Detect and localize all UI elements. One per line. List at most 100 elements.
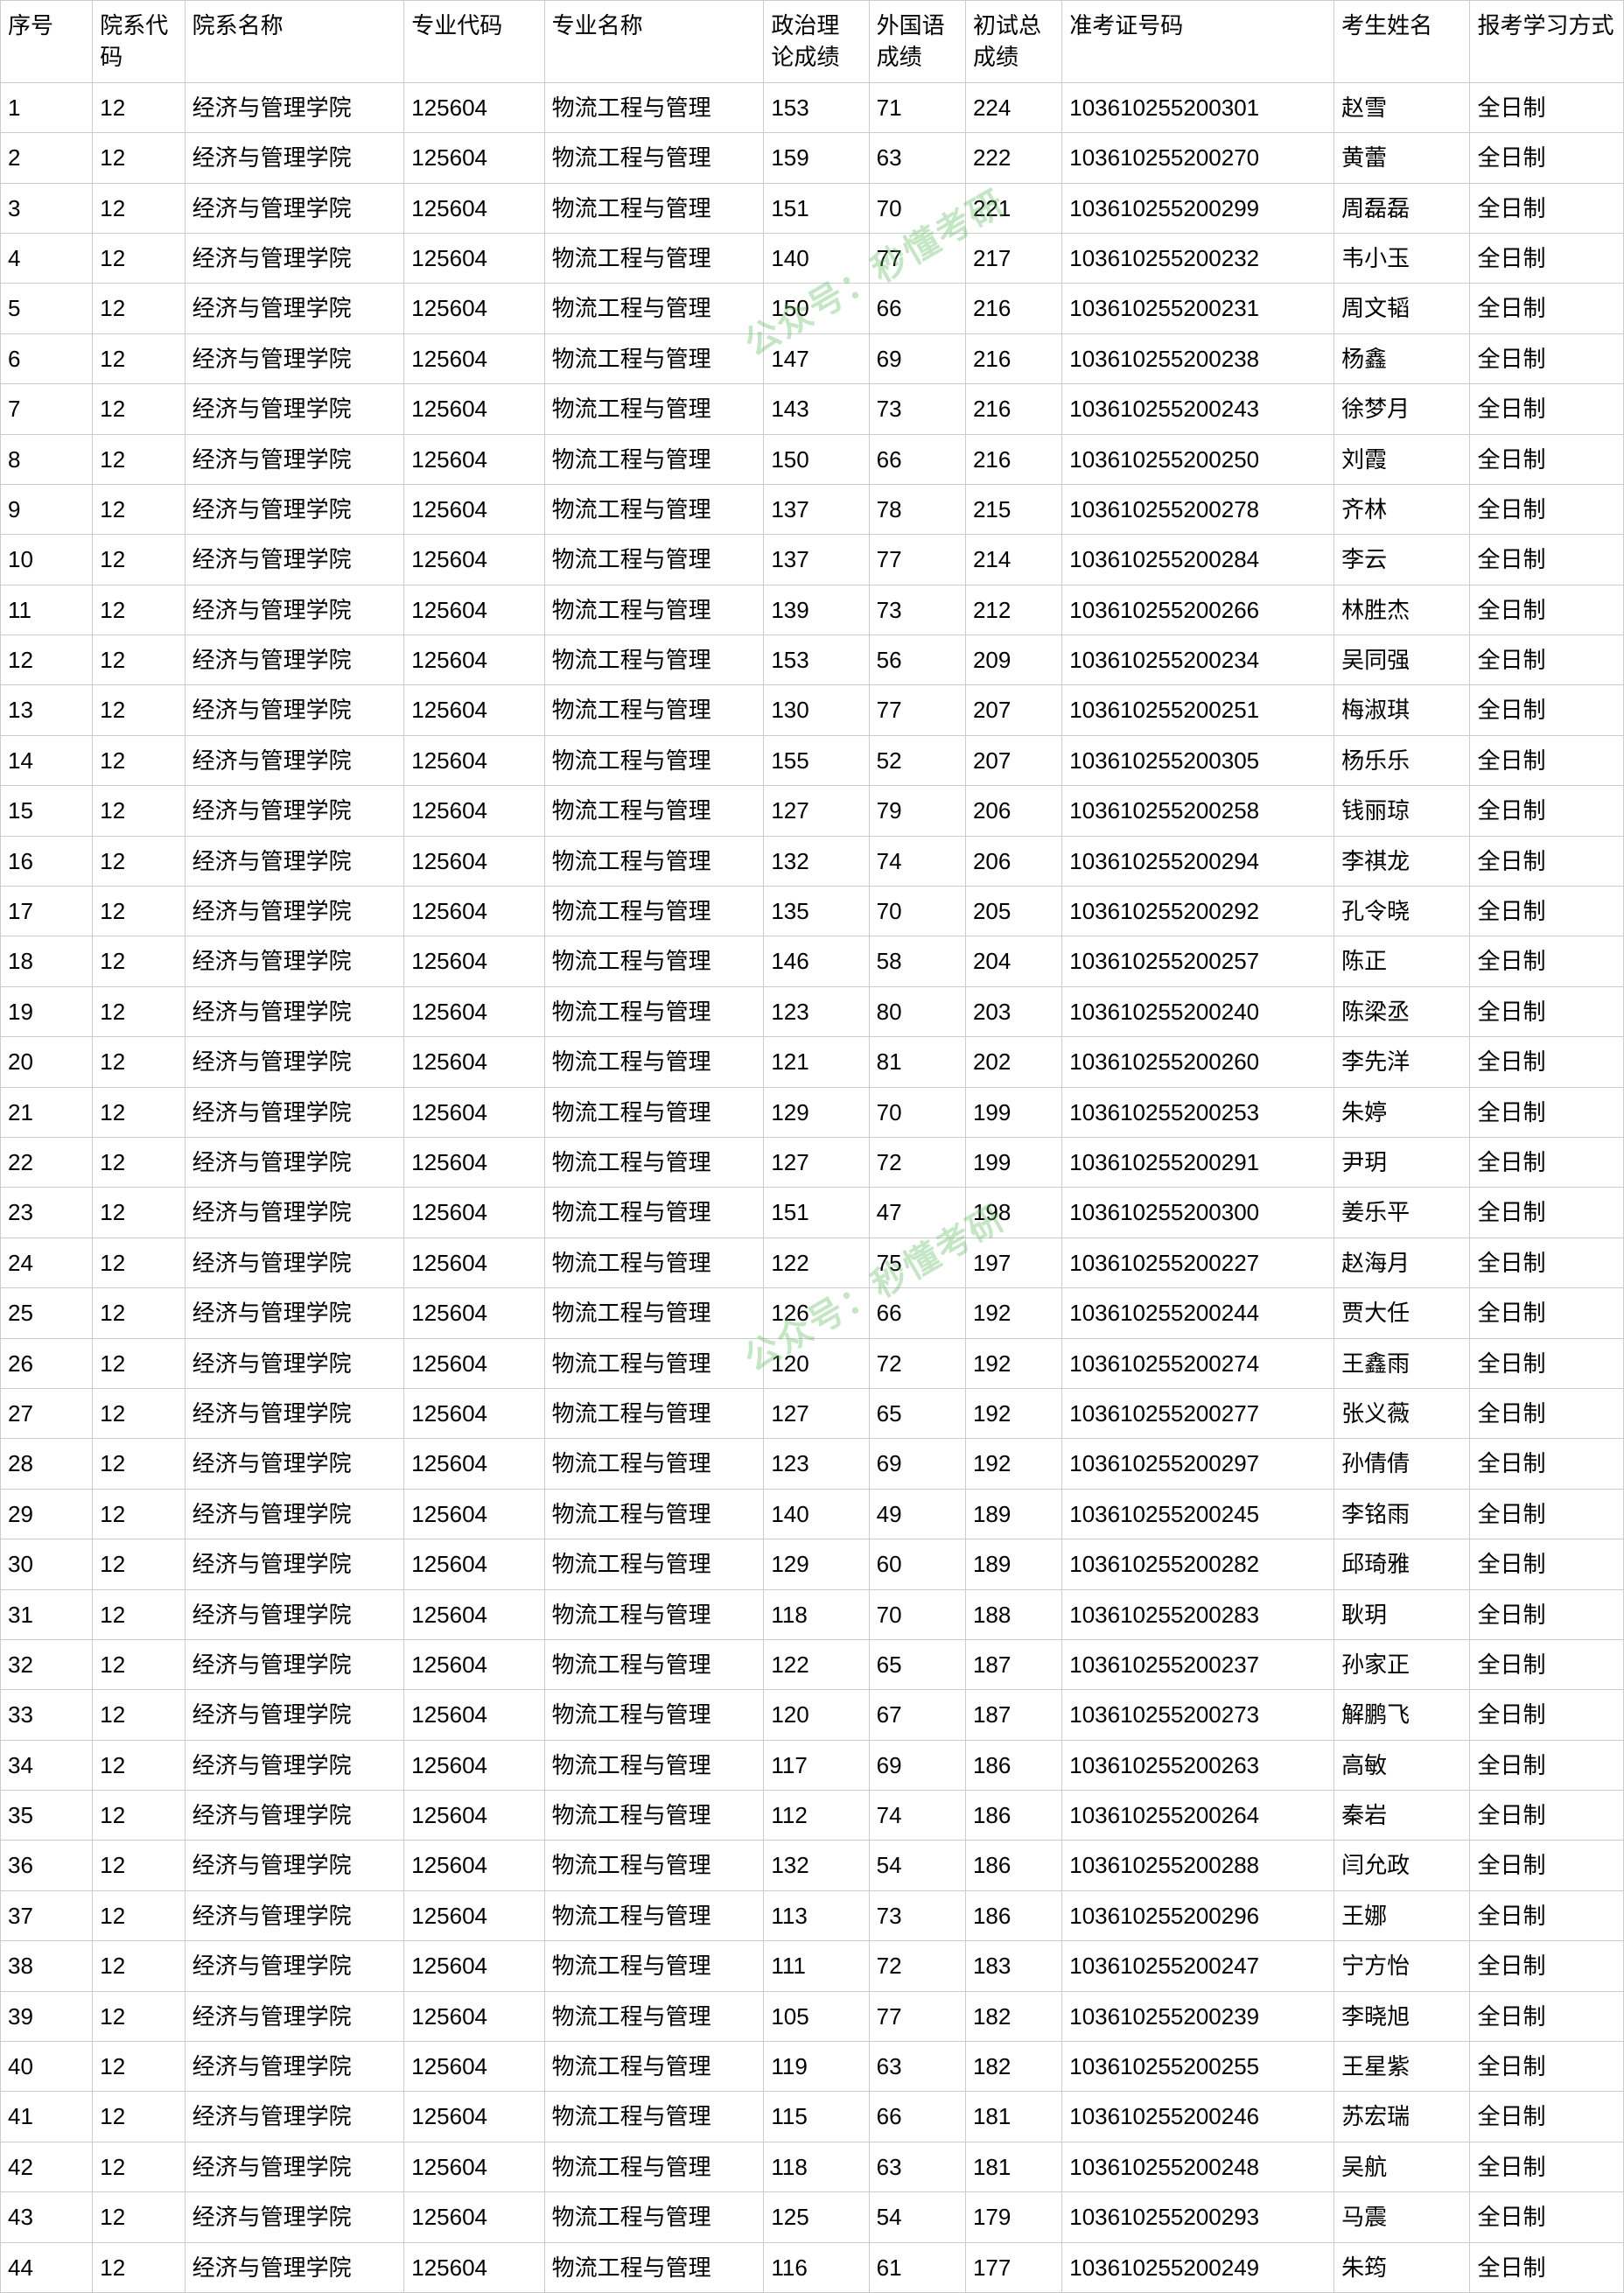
cell-foreign: 77 bbox=[869, 685, 965, 735]
cell-exam_id: 103610255200297 bbox=[1062, 1439, 1334, 1489]
cell-major_code: 125604 bbox=[404, 1338, 544, 1388]
cell-politics: 140 bbox=[764, 1489, 869, 1539]
cell-major_code: 125604 bbox=[404, 133, 544, 183]
cell-major_name: 物流工程与管理 bbox=[544, 2092, 764, 2142]
table-header-row: 序号院系代码院系名称专业代码专业名称政治理论成绩外国语成绩初试总成绩准考证号码考… bbox=[1, 1, 1624, 83]
cell-exam_id: 103610255200278 bbox=[1062, 484, 1334, 534]
cell-major_name: 物流工程与管理 bbox=[544, 284, 764, 333]
cell-name: 吴同强 bbox=[1334, 635, 1470, 685]
table-row: 2212经济与管理学院125604物流工程与管理1277219910361025… bbox=[1, 1137, 1624, 1187]
cell-major_name: 物流工程与管理 bbox=[544, 1890, 764, 1940]
cell-mode: 全日制 bbox=[1470, 1439, 1624, 1489]
cell-foreign: 74 bbox=[869, 1791, 965, 1841]
cell-politics: 121 bbox=[764, 1037, 869, 1087]
table-row: 1412经济与管理学院125604物流工程与管理1555220710361025… bbox=[1, 735, 1624, 785]
cell-dept_name: 经济与管理学院 bbox=[185, 735, 404, 785]
cell-major_code: 125604 bbox=[404, 2192, 544, 2242]
cell-seq: 8 bbox=[1, 434, 93, 484]
cell-dept_name: 经济与管理学院 bbox=[185, 1841, 404, 1890]
cell-politics: 135 bbox=[764, 887, 869, 936]
cell-seq: 36 bbox=[1, 1841, 93, 1890]
cell-mode: 全日制 bbox=[1470, 2192, 1624, 2242]
table-row: 1012经济与管理学院125604物流工程与管理1377721410361025… bbox=[1, 535, 1624, 585]
cell-name: 李铭雨 bbox=[1334, 1489, 1470, 1539]
cell-prelim: 222 bbox=[965, 133, 1061, 183]
cell-mode: 全日制 bbox=[1470, 1639, 1624, 1689]
table-row: 3012经济与管理学院125604物流工程与管理1296018910361025… bbox=[1, 1539, 1624, 1589]
table-row: 3212经济与管理学院125604物流工程与管理1226518710361025… bbox=[1, 1639, 1624, 1689]
cell-exam_id: 103610255200253 bbox=[1062, 1087, 1334, 1137]
cell-major_code: 125604 bbox=[404, 786, 544, 836]
cell-dept_code: 12 bbox=[93, 434, 185, 484]
cell-politics: 153 bbox=[764, 82, 869, 132]
cell-dept_code: 12 bbox=[93, 1037, 185, 1087]
cell-major_name: 物流工程与管理 bbox=[544, 384, 764, 434]
cell-major_code: 125604 bbox=[404, 1087, 544, 1137]
cell-exam_id: 103610255200234 bbox=[1062, 635, 1334, 685]
cell-exam_id: 103610255200288 bbox=[1062, 1841, 1334, 1890]
cell-mode: 全日制 bbox=[1470, 2242, 1624, 2292]
cell-mode: 全日制 bbox=[1470, 1941, 1624, 1991]
cell-exam_id: 103610255200251 bbox=[1062, 685, 1334, 735]
col-header-major_name: 专业名称 bbox=[544, 1, 764, 83]
col-header-prelim: 初试总成绩 bbox=[965, 1, 1061, 83]
cell-foreign: 70 bbox=[869, 887, 965, 936]
table-row: 112经济与管理学院125604物流工程与管理15371224103610255… bbox=[1, 82, 1624, 132]
cell-seq: 19 bbox=[1, 986, 93, 1036]
cell-politics: 150 bbox=[764, 434, 869, 484]
cell-foreign: 70 bbox=[869, 183, 965, 233]
cell-exam_id: 103610255200283 bbox=[1062, 1589, 1334, 1639]
cell-major_code: 125604 bbox=[404, 1539, 544, 1589]
cell-seq: 15 bbox=[1, 786, 93, 836]
cell-major_code: 125604 bbox=[404, 434, 544, 484]
cell-name: 闫允政 bbox=[1334, 1841, 1470, 1890]
cell-prelim: 197 bbox=[965, 1238, 1061, 1287]
cell-name: 高敏 bbox=[1334, 1740, 1470, 1790]
cell-dept_code: 12 bbox=[93, 1137, 185, 1187]
cell-name: 陈正 bbox=[1334, 936, 1470, 986]
cell-foreign: 70 bbox=[869, 1087, 965, 1137]
cell-prelim: 212 bbox=[965, 585, 1061, 635]
cell-major_name: 物流工程与管理 bbox=[544, 2142, 764, 2191]
cell-politics: 113 bbox=[764, 1890, 869, 1940]
cell-mode: 全日制 bbox=[1470, 1841, 1624, 1890]
cell-mode: 全日制 bbox=[1470, 1338, 1624, 1388]
cell-prelim: 216 bbox=[965, 284, 1061, 333]
cell-exam_id: 103610255200244 bbox=[1062, 1288, 1334, 1338]
cell-dept_code: 12 bbox=[93, 2092, 185, 2142]
cell-name: 尹玥 bbox=[1334, 1137, 1470, 1187]
table-row: 1312经济与管理学院125604物流工程与管理1307720710361025… bbox=[1, 685, 1624, 735]
table-row: 712经济与管理学院125604物流工程与管理14373216103610255… bbox=[1, 384, 1624, 434]
cell-foreign: 77 bbox=[869, 1991, 965, 2041]
cell-major_name: 物流工程与管理 bbox=[544, 1087, 764, 1137]
cell-seq: 11 bbox=[1, 585, 93, 635]
cell-politics: 126 bbox=[764, 1288, 869, 1338]
cell-mode: 全日制 bbox=[1470, 735, 1624, 785]
cell-prelim: 209 bbox=[965, 635, 1061, 685]
cell-major_code: 125604 bbox=[404, 735, 544, 785]
cell-exam_id: 103610255200232 bbox=[1062, 233, 1334, 283]
table-row: 2512经济与管理学院125604物流工程与管理1266619210361025… bbox=[1, 1288, 1624, 1338]
cell-major_code: 125604 bbox=[404, 1238, 544, 1287]
cell-politics: 115 bbox=[764, 2092, 869, 2142]
cell-name: 孙家正 bbox=[1334, 1639, 1470, 1689]
cell-major_name: 物流工程与管理 bbox=[544, 1338, 764, 1388]
cell-major_code: 125604 bbox=[404, 284, 544, 333]
cell-mode: 全日制 bbox=[1470, 585, 1624, 635]
cell-dept_name: 经济与管理学院 bbox=[185, 1288, 404, 1338]
cell-major_code: 125604 bbox=[404, 1388, 544, 1438]
cell-dept_code: 12 bbox=[93, 183, 185, 233]
table-row: 1512经济与管理学院125604物流工程与管理1277920610361025… bbox=[1, 786, 1624, 836]
cell-politics: 116 bbox=[764, 2242, 869, 2292]
cell-exam_id: 103610255200264 bbox=[1062, 1791, 1334, 1841]
cell-name: 徐梦月 bbox=[1334, 384, 1470, 434]
cell-foreign: 69 bbox=[869, 1439, 965, 1489]
cell-major_code: 125604 bbox=[404, 535, 544, 585]
cell-foreign: 81 bbox=[869, 1037, 965, 1087]
cell-dept_name: 经济与管理学院 bbox=[185, 1439, 404, 1489]
cell-major_code: 125604 bbox=[404, 333, 544, 383]
score-table: 序号院系代码院系名称专业代码专业名称政治理论成绩外国语成绩初试总成绩准考证号码考… bbox=[0, 0, 1624, 2293]
cell-prelim: 187 bbox=[965, 1639, 1061, 1689]
cell-exam_id: 103610255200258 bbox=[1062, 786, 1334, 836]
cell-mode: 全日制 bbox=[1470, 786, 1624, 836]
